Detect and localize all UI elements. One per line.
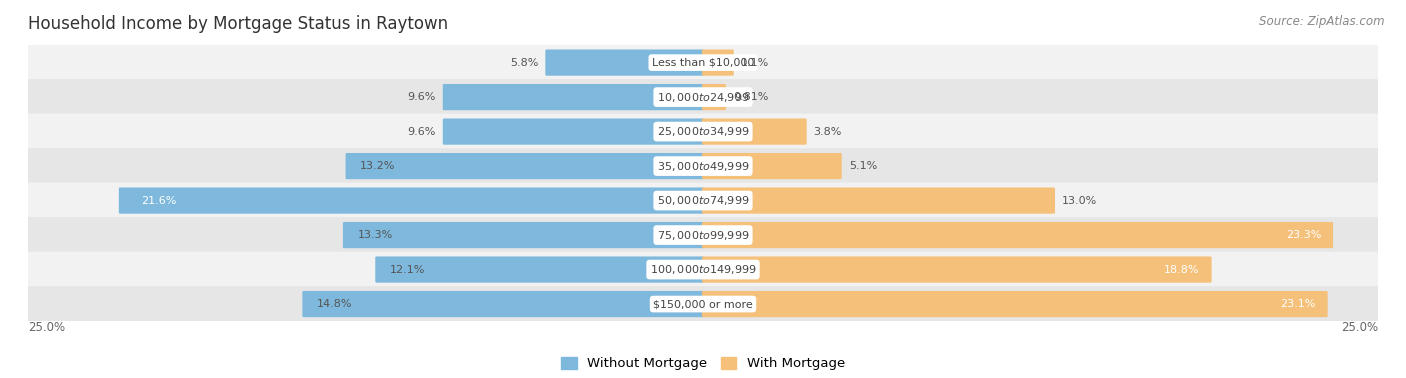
- Text: 18.8%: 18.8%: [1164, 265, 1199, 274]
- FancyBboxPatch shape: [702, 153, 842, 179]
- FancyBboxPatch shape: [27, 45, 1379, 81]
- FancyBboxPatch shape: [443, 84, 704, 110]
- FancyBboxPatch shape: [27, 148, 1379, 184]
- Text: 13.3%: 13.3%: [357, 230, 392, 240]
- FancyBboxPatch shape: [27, 79, 1379, 115]
- FancyBboxPatch shape: [702, 84, 725, 110]
- Text: 23.3%: 23.3%: [1286, 230, 1322, 240]
- Text: Less than $10,000: Less than $10,000: [652, 57, 754, 68]
- Text: Household Income by Mortgage Status in Raytown: Household Income by Mortgage Status in R…: [28, 15, 449, 33]
- Text: 1.1%: 1.1%: [741, 57, 769, 68]
- Text: $35,000 to $49,999: $35,000 to $49,999: [657, 160, 749, 173]
- FancyBboxPatch shape: [375, 256, 704, 283]
- FancyBboxPatch shape: [343, 222, 704, 248]
- FancyBboxPatch shape: [702, 256, 1212, 283]
- Legend: Without Mortgage, With Mortgage: Without Mortgage, With Mortgage: [555, 352, 851, 375]
- Text: 5.8%: 5.8%: [510, 57, 538, 68]
- Text: $10,000 to $24,999: $10,000 to $24,999: [657, 91, 749, 104]
- Text: $25,000 to $34,999: $25,000 to $34,999: [657, 125, 749, 138]
- Text: 14.8%: 14.8%: [316, 299, 353, 309]
- Text: 5.1%: 5.1%: [849, 161, 877, 171]
- FancyBboxPatch shape: [702, 118, 807, 145]
- FancyBboxPatch shape: [27, 286, 1379, 322]
- Text: 21.6%: 21.6%: [142, 195, 177, 206]
- FancyBboxPatch shape: [27, 252, 1379, 288]
- Text: 25.0%: 25.0%: [28, 321, 65, 334]
- Text: 0.81%: 0.81%: [733, 92, 768, 102]
- FancyBboxPatch shape: [443, 118, 704, 145]
- Text: $150,000 or more: $150,000 or more: [654, 299, 752, 309]
- Text: 9.6%: 9.6%: [408, 127, 436, 136]
- Text: 25.0%: 25.0%: [1341, 321, 1378, 334]
- Text: $100,000 to $149,999: $100,000 to $149,999: [650, 263, 756, 276]
- FancyBboxPatch shape: [346, 153, 704, 179]
- Text: 3.8%: 3.8%: [814, 127, 842, 136]
- Text: 13.0%: 13.0%: [1062, 195, 1097, 206]
- FancyBboxPatch shape: [120, 187, 704, 214]
- FancyBboxPatch shape: [27, 114, 1379, 150]
- FancyBboxPatch shape: [702, 50, 734, 76]
- Text: Source: ZipAtlas.com: Source: ZipAtlas.com: [1260, 15, 1385, 28]
- Text: 13.2%: 13.2%: [360, 161, 395, 171]
- FancyBboxPatch shape: [702, 187, 1054, 214]
- Text: 12.1%: 12.1%: [389, 265, 425, 274]
- FancyBboxPatch shape: [27, 217, 1379, 253]
- FancyBboxPatch shape: [702, 291, 1327, 317]
- Text: 23.1%: 23.1%: [1281, 299, 1316, 309]
- Text: $50,000 to $74,999: $50,000 to $74,999: [657, 194, 749, 207]
- Text: $75,000 to $99,999: $75,000 to $99,999: [657, 229, 749, 242]
- FancyBboxPatch shape: [702, 222, 1333, 248]
- FancyBboxPatch shape: [546, 50, 704, 76]
- FancyBboxPatch shape: [27, 183, 1379, 218]
- FancyBboxPatch shape: [302, 291, 704, 317]
- Text: 9.6%: 9.6%: [408, 92, 436, 102]
